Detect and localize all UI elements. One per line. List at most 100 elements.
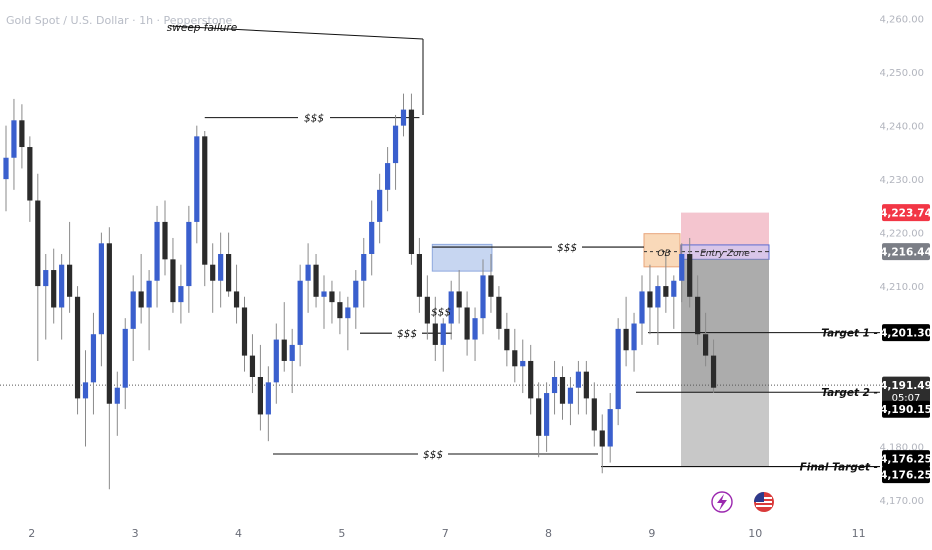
candle xyxy=(305,243,311,313)
candle-body xyxy=(361,254,367,281)
candle xyxy=(544,382,550,452)
candle-body xyxy=(671,280,677,297)
candle xyxy=(281,302,287,372)
price-label: 4,223.74 xyxy=(880,204,932,222)
date-tick: 2 xyxy=(28,527,35,540)
candle-body xyxy=(3,157,9,180)
stop-loss-zone xyxy=(681,212,769,245)
candle xyxy=(154,205,160,308)
candle xyxy=(528,344,534,415)
candle-body xyxy=(19,120,25,148)
liq-label-bg-5 xyxy=(418,446,448,461)
candle-body xyxy=(233,291,240,308)
candle xyxy=(345,296,351,351)
candle-body xyxy=(186,221,192,287)
candle xyxy=(19,104,25,169)
candle xyxy=(567,377,574,426)
candle-body xyxy=(679,254,685,281)
candle xyxy=(424,275,430,340)
candle xyxy=(74,286,81,415)
candle xyxy=(313,254,319,308)
candle xyxy=(257,344,263,431)
candle-body xyxy=(385,163,391,190)
candle-body xyxy=(488,275,494,297)
candle xyxy=(504,312,510,367)
candle xyxy=(551,360,558,415)
candle xyxy=(233,264,240,324)
candle-body xyxy=(210,264,216,281)
candle-body xyxy=(297,280,303,345)
candle xyxy=(67,221,73,313)
candle xyxy=(170,237,176,313)
candle-body xyxy=(106,243,112,404)
candle-body xyxy=(345,307,351,319)
date-tick: 5 xyxy=(338,527,345,540)
candle-body xyxy=(241,307,248,356)
candle xyxy=(138,254,144,324)
candle-body xyxy=(202,136,208,265)
candle-body xyxy=(289,344,295,361)
candle-body xyxy=(432,323,438,345)
liq-label-bg-1 xyxy=(298,109,330,124)
candle xyxy=(27,136,33,222)
candle xyxy=(249,334,256,394)
price-label: 4,176.25 xyxy=(880,466,932,484)
candle xyxy=(90,312,97,415)
target1-label: Target 1 - xyxy=(821,328,878,340)
candle-body xyxy=(464,307,470,340)
candle xyxy=(583,360,589,415)
candle xyxy=(400,93,407,137)
candle-body xyxy=(607,409,613,447)
chart-title: Gold Spot / U.S. Dollar · 1h · Peppersto… xyxy=(6,14,233,27)
candle xyxy=(162,200,168,276)
candle xyxy=(361,237,367,308)
candle-body xyxy=(639,291,645,324)
candle xyxy=(273,323,279,404)
candle-body xyxy=(313,264,319,297)
price-label-value: 4,176.25 xyxy=(880,454,932,466)
liq-label-bg-3 xyxy=(392,325,422,340)
candle-body xyxy=(615,328,621,410)
candle-body xyxy=(154,221,160,281)
candle-body xyxy=(663,286,669,297)
candle xyxy=(82,350,89,447)
price-label-bg xyxy=(882,450,930,468)
price-label-value: 4,176.25 xyxy=(880,470,932,482)
candle-body xyxy=(265,382,271,415)
candle-body xyxy=(43,270,49,287)
candle-body xyxy=(591,398,597,431)
candle-body xyxy=(257,377,263,415)
candle-body xyxy=(82,382,89,399)
candle xyxy=(392,114,399,190)
us-flag-icon[interactable] xyxy=(754,492,774,512)
date-tick: 7 xyxy=(442,527,449,540)
candle xyxy=(35,173,41,361)
candle xyxy=(369,200,375,276)
price-label-bg xyxy=(882,466,930,484)
candle xyxy=(130,275,136,361)
annotations-layer: sweep failure $$$ $$$ $$$ $$$ $$$ OB Entry Zone… xyxy=(167,22,878,474)
candle-body xyxy=(162,221,168,260)
candle xyxy=(512,328,518,383)
candle-body xyxy=(170,259,176,303)
candle xyxy=(607,393,613,463)
candle xyxy=(496,286,502,340)
candle xyxy=(186,205,192,313)
lightning-icon[interactable] xyxy=(711,491,733,513)
candle xyxy=(520,339,526,394)
candle-body xyxy=(528,360,534,399)
sweep-failure-label: sweep failure xyxy=(167,22,237,34)
candle-body xyxy=(472,318,478,340)
price-tick: 4,250.00 xyxy=(879,68,924,79)
candle-body xyxy=(27,147,33,201)
candle-body xyxy=(496,296,502,329)
candle xyxy=(679,243,685,303)
price-label-countdown: 05:07 xyxy=(892,393,921,404)
candle-body xyxy=(647,291,653,308)
candle xyxy=(575,360,581,415)
candle-body xyxy=(305,264,311,281)
candle xyxy=(265,366,271,442)
candle-body xyxy=(575,371,581,388)
